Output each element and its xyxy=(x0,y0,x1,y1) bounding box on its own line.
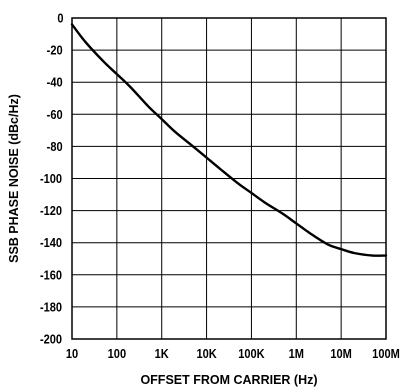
x-tick-label: 10 xyxy=(66,346,79,361)
x-tick-label: 100 xyxy=(108,346,127,361)
phase-noise-line xyxy=(70,23,388,257)
plot-frame xyxy=(71,17,387,340)
x-tick-label: 10M xyxy=(330,346,351,361)
x-tick-label: 1K xyxy=(155,346,169,361)
x-tick-label: 100M xyxy=(372,346,400,361)
grid xyxy=(71,17,387,340)
x-tick-label: 1M xyxy=(289,346,304,361)
y-tick-label: -180 xyxy=(40,300,62,315)
y-tick-label: -60 xyxy=(47,107,63,122)
y-tick-label: -200 xyxy=(40,332,62,347)
y-axis-title: SSB PHASE NOISE (dBc/Hz) xyxy=(7,94,21,263)
y-axis-tick-labels: 0 -20 -40 -60 -80 -100 -120 -140 -160 -180 -200 xyxy=(40,11,64,347)
y-tick-label: -20 xyxy=(47,43,63,58)
y-tick-label: -160 xyxy=(40,267,62,282)
y-tick-label: 0 xyxy=(57,11,63,26)
x-axis-tick-labels: 10 100 1K 10K 100K 1M 10M 100M xyxy=(66,346,400,361)
x-tick-label: 10K xyxy=(196,346,217,361)
y-tick-label: -140 xyxy=(40,235,62,250)
y-tick-label: -120 xyxy=(40,203,62,218)
y-tick-label: -40 xyxy=(47,75,63,90)
x-tick-label: 100K xyxy=(238,346,265,361)
x-axis-title: OFFSET FROM CARRIER (Hz) xyxy=(140,373,317,387)
y-tick-label: -100 xyxy=(40,171,62,186)
y-tick-label: -80 xyxy=(47,139,63,154)
